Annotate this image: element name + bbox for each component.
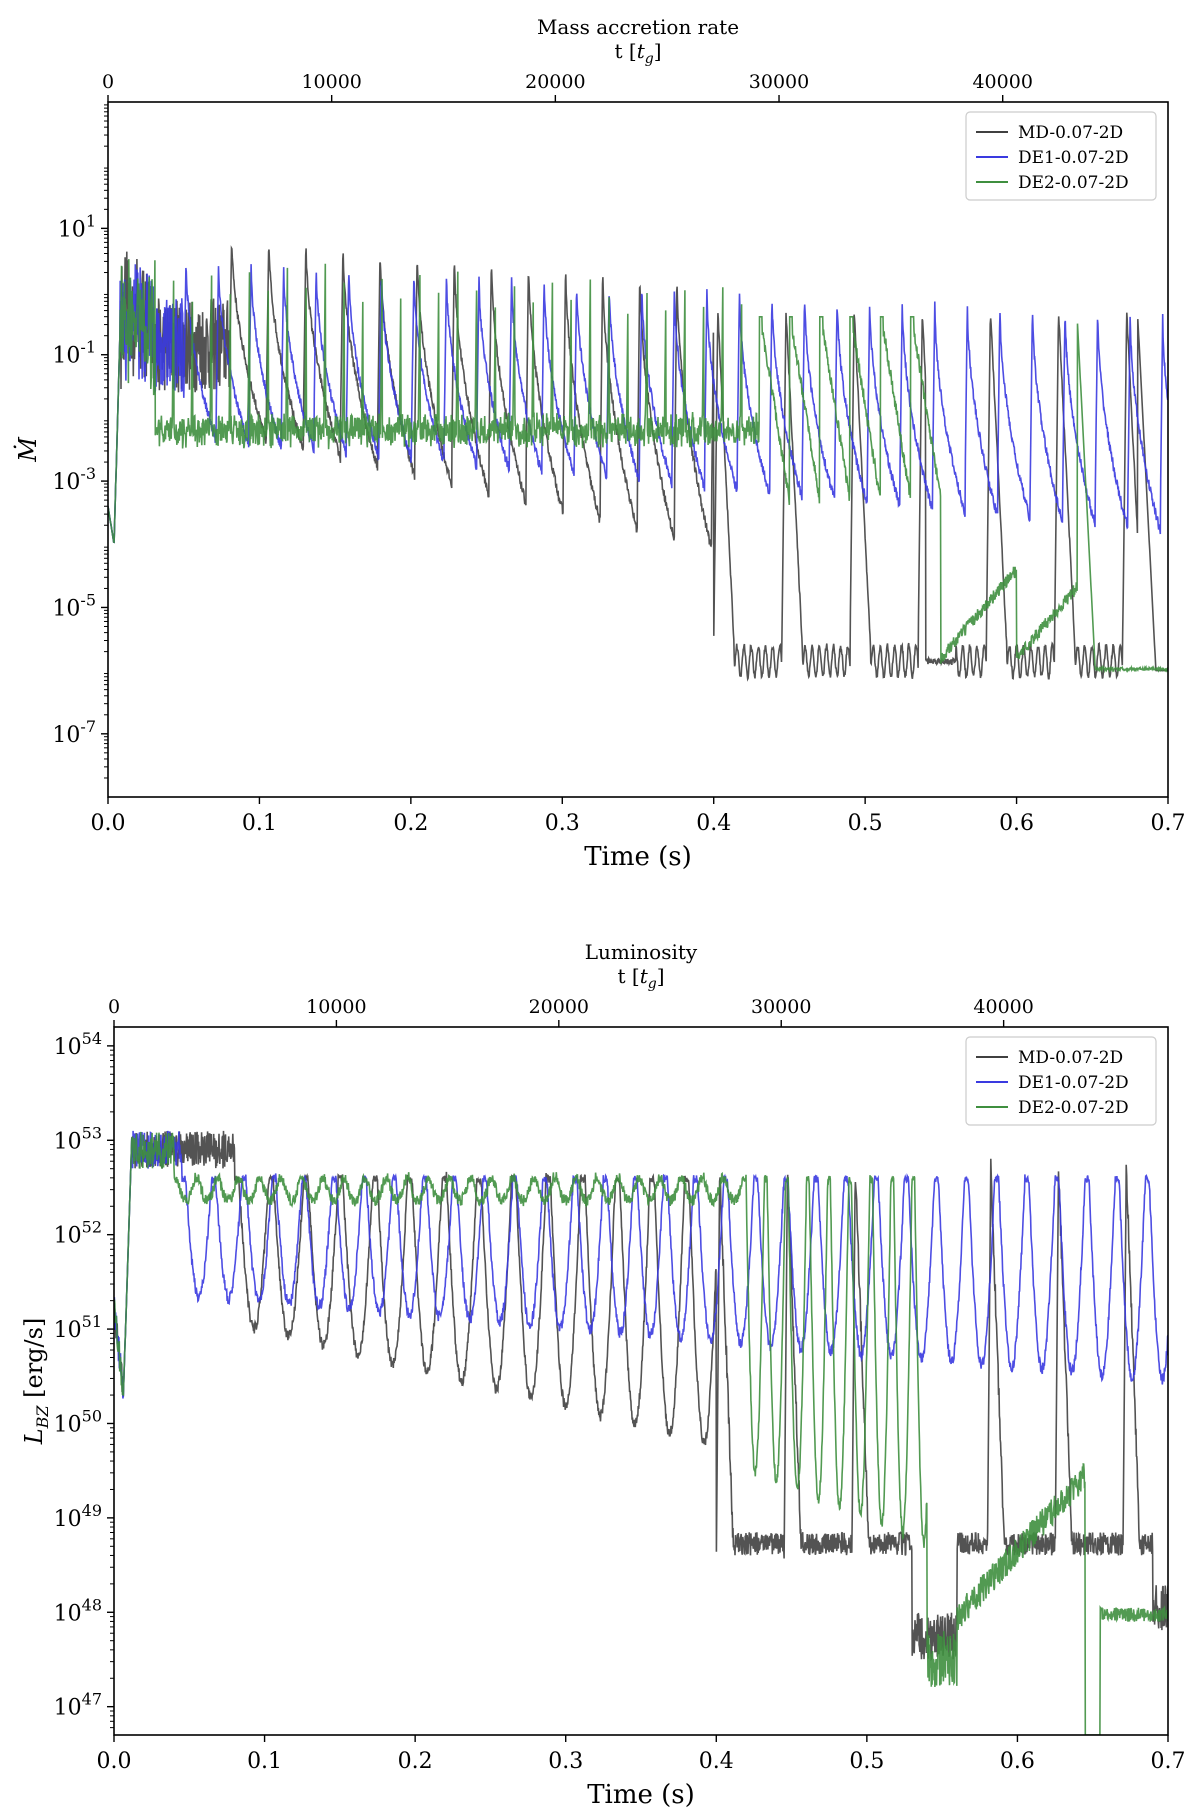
- top-tick-label: 30000: [749, 71, 809, 93]
- y-tick-label: 1053: [54, 1123, 102, 1154]
- y-tick-base: 10: [52, 596, 80, 621]
- y-tick-label: 1054: [54, 1029, 102, 1060]
- y-tick-label: 10-1: [52, 338, 96, 369]
- y-tick-label: 10-5: [52, 590, 96, 621]
- top-tick-label: 10000: [306, 996, 366, 1018]
- y-tick-label: 101: [58, 211, 96, 242]
- y-tick-base: 10: [52, 344, 80, 369]
- y-tick-base: 10: [52, 470, 80, 495]
- y-tick-base: 10: [54, 1507, 82, 1532]
- x-tick-label: 0.3: [548, 1749, 583, 1774]
- y-tick-base: 10: [52, 723, 80, 748]
- x-tick-label: 0.4: [696, 811, 731, 836]
- top-tick-label: 10000: [301, 71, 361, 93]
- y-tick-exponent: -3: [80, 464, 96, 483]
- y-tick-exponent: 54: [82, 1029, 102, 1048]
- legend-box: [965, 1036, 1157, 1126]
- legend-box: [965, 111, 1157, 201]
- legend: MD-0.07-2D DE1-0.07-2D DE2-0.07-2D: [965, 1036, 1157, 1126]
- legend-entry: MD-0.07-2D: [1018, 1048, 1123, 1068]
- x-axis-label: Time (s): [587, 1780, 695, 1810]
- y-tick-exponent: 49: [82, 1501, 102, 1520]
- y-tick-label: 1047: [54, 1690, 102, 1721]
- y-tick-exponent: 51: [82, 1312, 102, 1331]
- legend-entry: DE1-0.07-2D: [1018, 148, 1129, 168]
- y-axis-label: LBZ [erg/s]: [20, 1318, 52, 1446]
- x-tick-label: 0.0: [91, 811, 126, 836]
- top-tick-label: 40000: [973, 996, 1033, 1018]
- plot-frame: [107, 101, 1169, 798]
- series-line-de2-007-2d: [108, 259, 1168, 674]
- x-tick-label: 0.6: [1000, 1749, 1035, 1774]
- y-tick-exponent: 48: [82, 1595, 102, 1614]
- series-line-md-007-2d: [114, 1130, 1168, 1662]
- y-tick-base: 10: [54, 1035, 82, 1060]
- legend: MD-0.07-2D DE1-0.07-2D DE2-0.07-2D: [965, 111, 1157, 201]
- x-tick-label: 0.4: [699, 1749, 734, 1774]
- x-axis-label: Time (s): [584, 842, 692, 872]
- x-tick-label: 0.6: [999, 811, 1034, 836]
- top-tick-label: 20000: [525, 71, 585, 93]
- y-tick-exponent: 47: [82, 1690, 102, 1709]
- top-tick-label: 40000: [972, 71, 1032, 93]
- y-axis-label: Ṁ: [13, 436, 42, 463]
- y-tick-exponent: 50: [82, 1406, 102, 1425]
- x-tick-label: 0.5: [849, 1749, 884, 1774]
- y-tick-label: 10-7: [52, 717, 96, 748]
- y-tick-exponent: 53: [82, 1123, 102, 1142]
- x-tick-label: 0.1: [247, 1749, 282, 1774]
- series-group: [114, 1130, 1168, 1735]
- y-tick-exponent: -5: [80, 590, 96, 609]
- x-tick-label: 0.2: [393, 811, 428, 836]
- luminosity-panel: 0.0 0.1 0.2 0.3 0.4 0.5 0.6 0.7 0 10000 20000 30000…: [20, 940, 1186, 1810]
- legend-entry: DE1-0.07-2D: [1018, 1073, 1129, 1093]
- series-group: [108, 245, 1168, 682]
- x-tick-label: 0.7: [1151, 811, 1186, 836]
- legend-entry: MD-0.07-2D: [1018, 123, 1123, 143]
- y-tick-label: 1049: [54, 1501, 102, 1532]
- x-tick-label: 0.3: [545, 811, 580, 836]
- plot-frame: [113, 1026, 1169, 1736]
- series-line-md-007-2d: [108, 245, 1168, 682]
- chart-title: Luminosity: [585, 940, 698, 964]
- y-tick-exponent: -1: [80, 338, 96, 357]
- y-tick-base: 10: [54, 1224, 82, 1249]
- x-tick-label: 0.2: [398, 1749, 433, 1774]
- top-tick-label: 0: [108, 996, 120, 1018]
- y-tick-label: 1050: [54, 1406, 102, 1437]
- series-line-de2-007-2d: [114, 1131, 1168, 1735]
- top-tick-label: 20000: [529, 996, 589, 1018]
- y-tick-base: 10: [58, 217, 86, 242]
- y-tick-exponent: 1: [86, 211, 96, 230]
- y-tick-base: 10: [54, 1696, 82, 1721]
- x-tick-label: 0.7: [1151, 1749, 1186, 1774]
- y-tick-base: 10: [54, 1412, 82, 1437]
- y-tick-exponent: 52: [82, 1218, 102, 1237]
- x-tick-label: 0.0: [97, 1749, 132, 1774]
- y-tick-label: 10-3: [52, 464, 96, 495]
- chart-title: Mass accretion rate: [537, 15, 739, 39]
- top-tick-label: 0: [102, 71, 114, 93]
- series-line-de1-007-2d: [108, 264, 1168, 544]
- y-tick-label: 1051: [54, 1312, 102, 1343]
- legend-entry: DE2-0.07-2D: [1018, 173, 1129, 193]
- y-tick-exponent: -7: [80, 717, 96, 736]
- y-tick-label: 1052: [54, 1218, 102, 1249]
- top-axis-label: t [tg]: [617, 964, 664, 992]
- x-tick-label: 0.1: [242, 811, 277, 836]
- y-tick-base: 10: [54, 1601, 82, 1626]
- x-tick-label: 0.5: [848, 811, 883, 836]
- y-tick-base: 10: [54, 1129, 82, 1154]
- y-tick-base: 10: [54, 1318, 82, 1343]
- accretion-panel: 0.0 0.1 0.2 0.3 0.4 0.5 0.6 0.7 0 10000 20000 30000…: [13, 15, 1186, 872]
- top-axis-label: t [tg]: [614, 39, 661, 67]
- legend-entry: DE2-0.07-2D: [1018, 1098, 1129, 1118]
- top-tick-label: 30000: [751, 996, 811, 1018]
- y-tick-label: 1048: [54, 1595, 102, 1626]
- series-line-de1-007-2d: [114, 1130, 1168, 1399]
